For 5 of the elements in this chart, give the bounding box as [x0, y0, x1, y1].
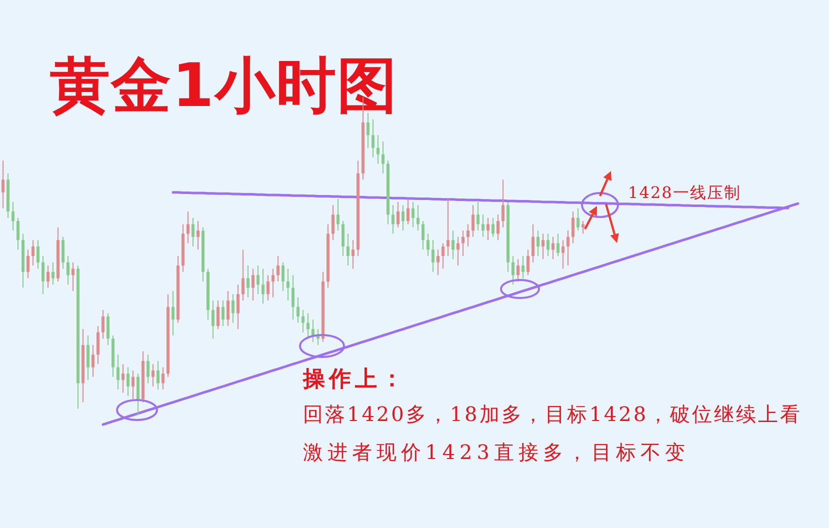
annotation: 1428一线压制 — [628, 183, 740, 202]
text: 激进者现价1423直接多，目标不变 — [303, 440, 685, 464]
annotation: 操作上： — [302, 366, 403, 392]
annotation: 回落1420多，18加多，目标1428，破位继续上看 — [303, 402, 800, 426]
chart-title: 黄金1小时图 — [50, 51, 397, 121]
